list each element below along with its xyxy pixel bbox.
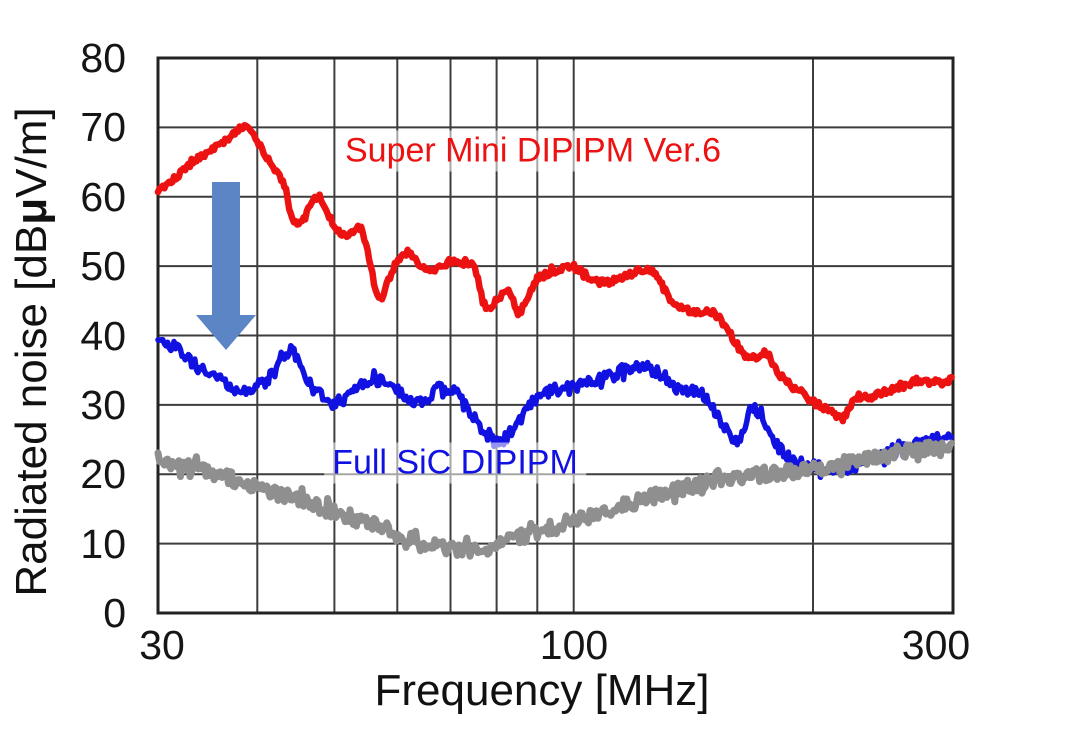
plot-border <box>156 56 955 615</box>
series-line-super-mini-dipipm-ver-6 <box>154 121 955 425</box>
series-label-full-sic-dipipm: Full SiC DIPIPM <box>324 442 586 484</box>
y-tick-label: 40 <box>80 312 126 359</box>
y-tick-label: 20 <box>80 451 126 498</box>
series-line-noise-floor <box>154 438 956 560</box>
series-label-super-mini-dipipm: Super Mini DIPIPM Ver.6 <box>336 130 730 172</box>
y-tick-label: 0 <box>103 590 126 636</box>
y-tick-label: 70 <box>80 104 126 151</box>
y-tick-label: 30 <box>80 381 126 428</box>
x-tick-label: 30 <box>139 622 185 668</box>
y-tick-label: 10 <box>80 520 126 567</box>
y-tick-label: 60 <box>80 173 126 220</box>
x-axis-title: Frequency [MHz] <box>374 666 710 715</box>
x-tick-label: 300 <box>901 622 971 668</box>
noise-reduction-down-arrow-icon <box>196 182 256 350</box>
y-tick-label: 80 <box>80 35 126 81</box>
y-tick-label: 50 <box>80 243 126 290</box>
x-tick-label: 100 <box>539 622 609 668</box>
